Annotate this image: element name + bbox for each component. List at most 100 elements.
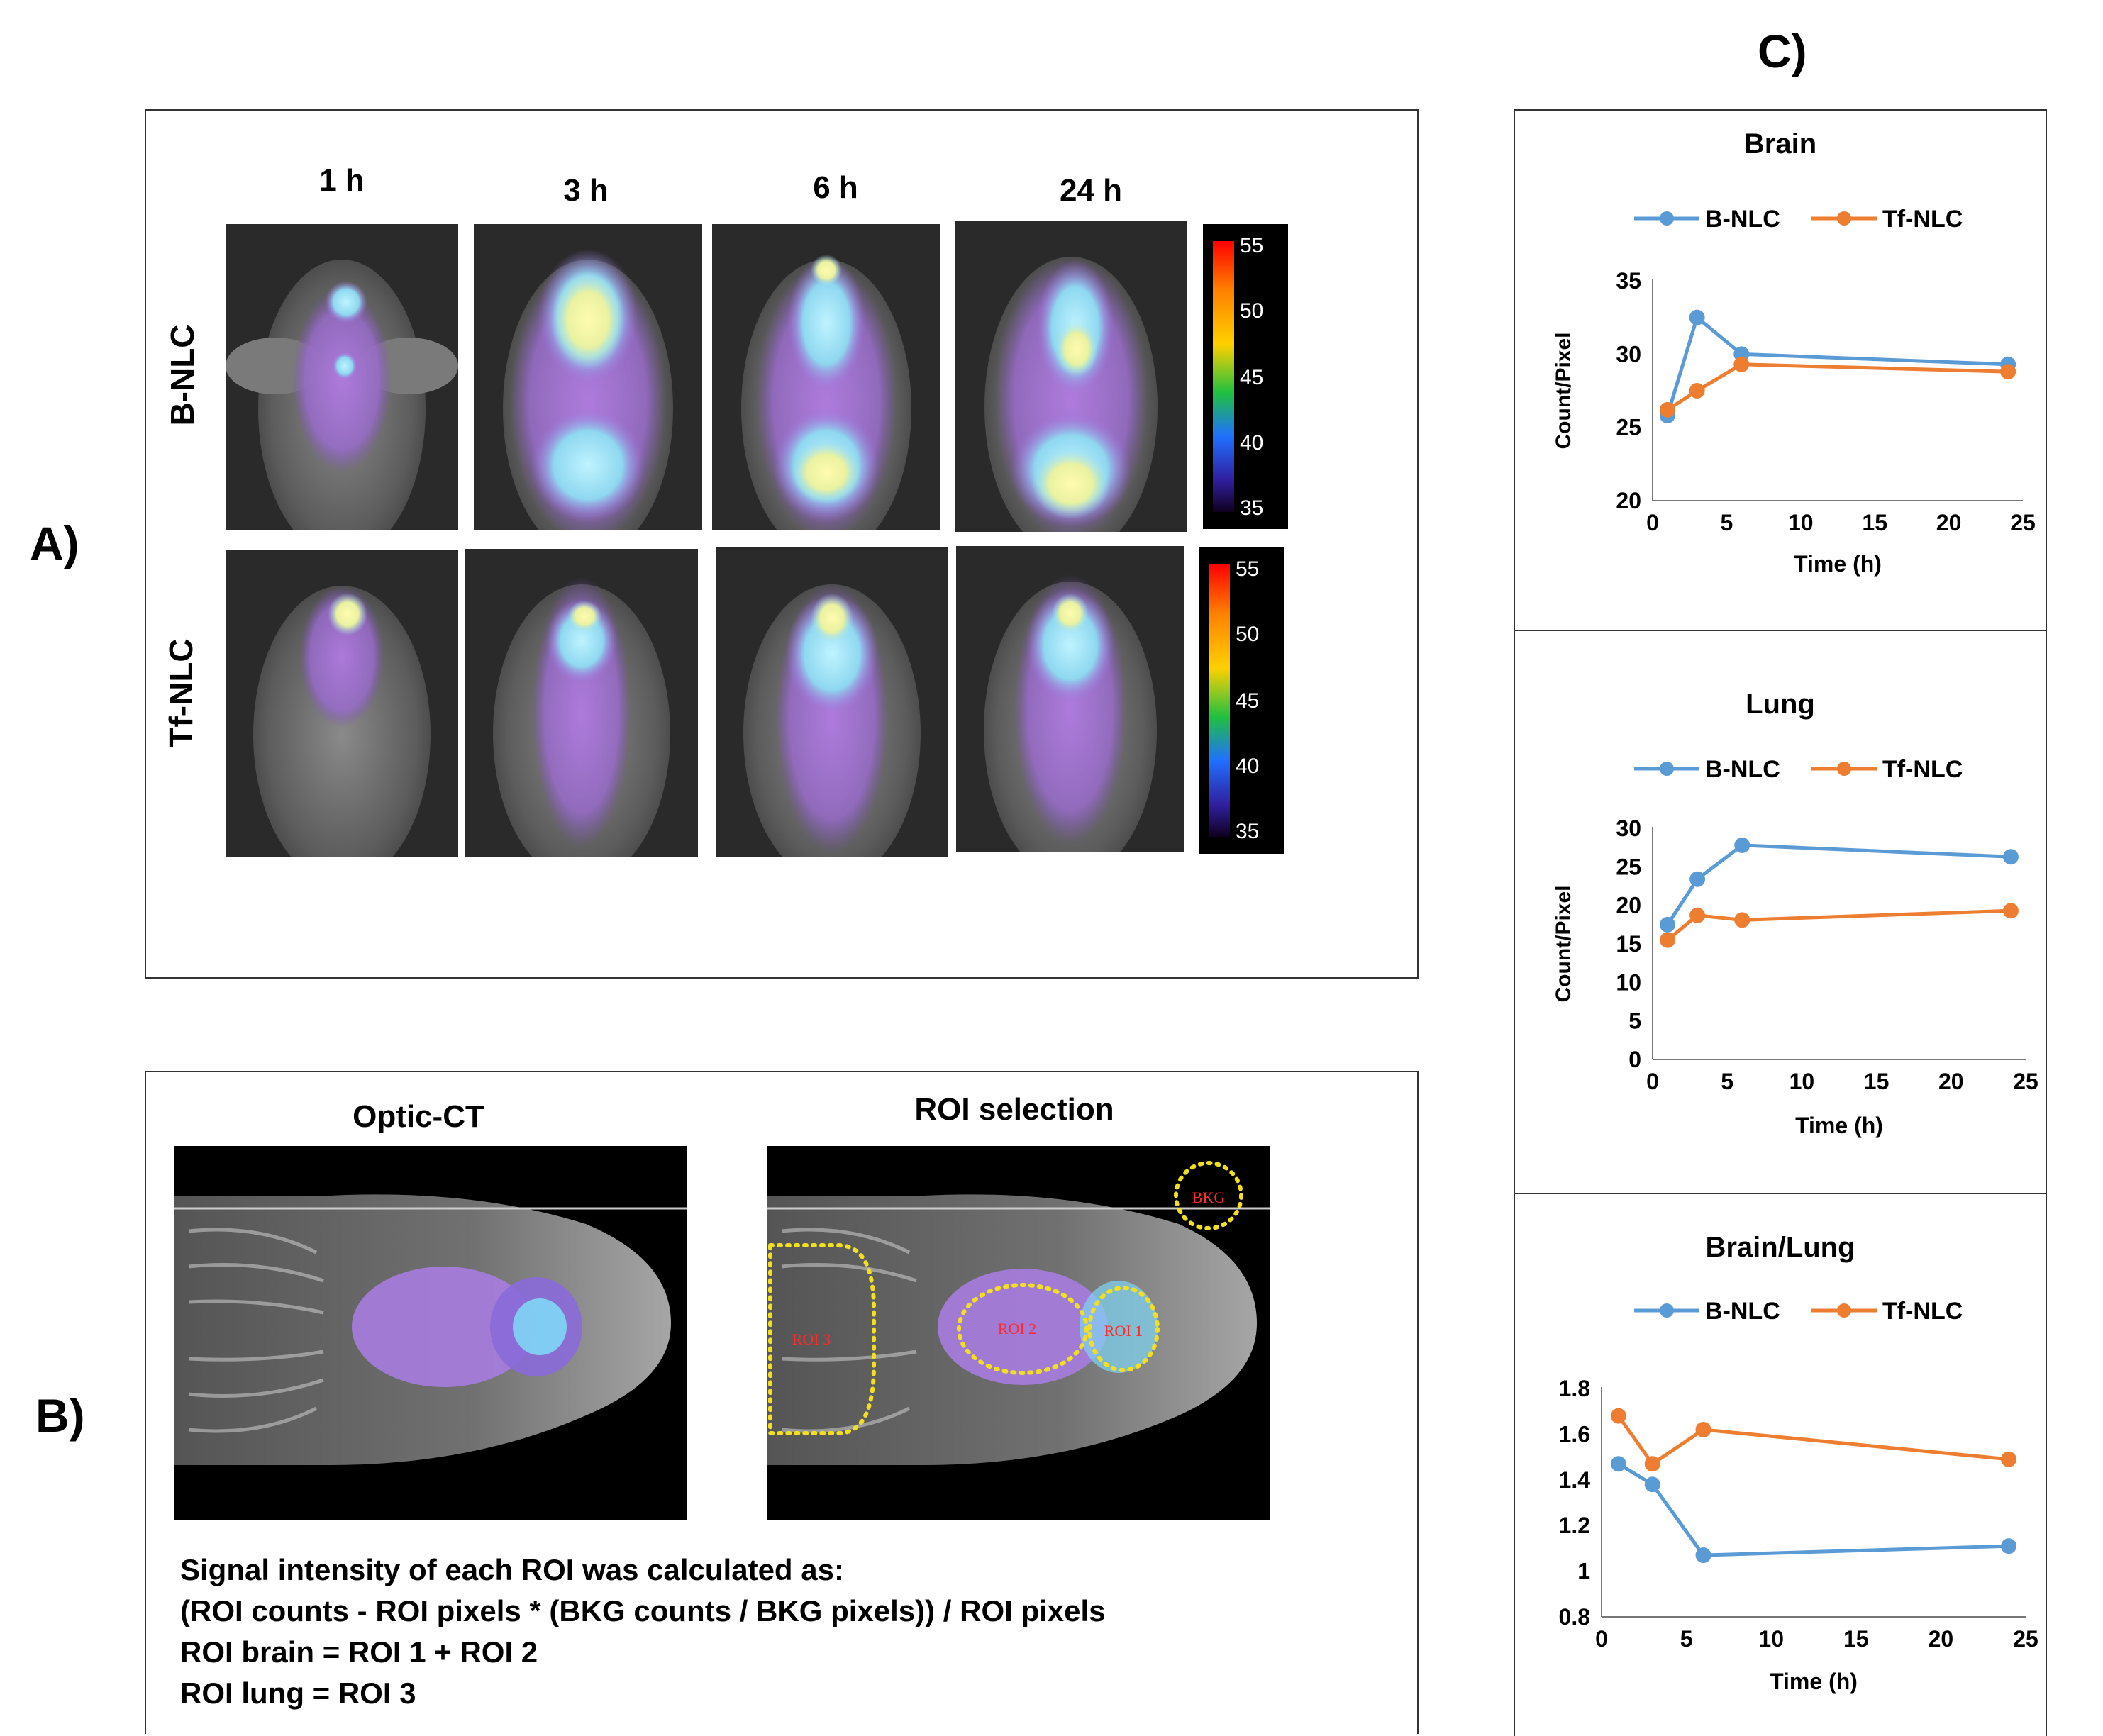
y-tick-label: 25 (1616, 415, 1641, 440)
data-point (1610, 1456, 1626, 1472)
x-axis-label: Time (h) (1770, 1669, 1858, 1694)
roi-selection-title: ROI selection (914, 1092, 1114, 1127)
y-tick-label: 0 (1628, 1047, 1641, 1072)
chart-lung: Lung B-NLC Tf-NLC 0 5 10 15 20 25 30 0 5 10 15 20 25 Tim… (1514, 630, 2047, 1194)
data-point (1644, 1476, 1660, 1493)
formula-line-2: (ROI counts - ROI pixels * (BKG counts /… (180, 1594, 1106, 1628)
x-tick-label: 20 (1938, 1069, 1964, 1094)
y-tick-label: 20 (1616, 488, 1641, 513)
colorbar-tf-nlc: 55 50 45 40 35 (1199, 547, 1284, 854)
y-tick-label: 35 (1616, 268, 1641, 294)
y-axis-label: Count/Pixel (1552, 885, 1575, 1002)
scan-tf-nlc-1h (226, 550, 458, 857)
chart-title: Brain/Lung (1705, 1232, 1855, 1263)
y-tick-label: 1 (1577, 1559, 1590, 1584)
data-point (1734, 837, 1750, 853)
panel-label-b: B) (35, 1389, 85, 1442)
time-label-6h: 6 h (813, 170, 858, 205)
data-point (1689, 383, 1705, 399)
data-point (1644, 1456, 1660, 1472)
bkg-outline (1174, 1161, 1243, 1230)
scan-tf-nlc-6h (716, 547, 948, 857)
x-axis-label: Time (h) (1794, 551, 1882, 577)
x-tick-label: 0 (1595, 1626, 1608, 1652)
panel-label-c: C) (1758, 25, 1807, 77)
formula-line-3: ROI brain = ROI 1 + ROI 2 (180, 1635, 538, 1669)
series-line-b-nlc (1665, 843, 2012, 926)
y-tick-label: 1.8 (1559, 1376, 1590, 1401)
data-point (1733, 356, 1750, 372)
data-point (1689, 907, 1706, 923)
scan-b-nlc-3h (474, 224, 702, 530)
chart-ratio-box (1514, 1193, 2047, 1736)
data-point (1695, 1421, 1711, 1437)
data-point (1689, 871, 1706, 887)
x-tick-label: 0 (1646, 510, 1659, 535)
colorbar-tick: 40 (1240, 431, 1264, 455)
roi-2-outline (957, 1283, 1089, 1375)
x-tick-label: 15 (1843, 1626, 1869, 1652)
chart-brain: Brain B-NLC Tf-NLC 20 25 30 35 0 5 10 15 20 25 Time (… (1514, 109, 2047, 631)
legend-label: B-NLC (1705, 756, 1780, 783)
formula-line-1: Signal intensity of each ROI was calcula… (180, 1553, 844, 1586)
optic-ct-title: Optic-CT (353, 1099, 484, 1134)
data-point (1660, 916, 1676, 933)
x-tick-label: 15 (1862, 510, 1887, 535)
formula-line-4: ROI lung = ROI 3 (180, 1676, 416, 1710)
colorbar-tick: 35 (1236, 820, 1260, 843)
x-tick-label: 25 (2010, 510, 2036, 535)
y-tick-label: 1.4 (1559, 1467, 1591, 1493)
series-line-tf-nlc (1666, 908, 2012, 942)
scan-b-nlc-1h (226, 224, 458, 530)
legend-label: B-NLC (1705, 206, 1780, 233)
y-tick-label: 10 (1616, 969, 1641, 995)
colorbar-tick: 55 (1240, 234, 1264, 257)
legend-label: Tf-NLC (1882, 206, 1963, 233)
legend-label: Tf-NLC (1882, 756, 1963, 783)
data-point (1695, 1547, 1711, 1564)
legend-marker (1660, 211, 1674, 226)
scan-tf-nlc-24h (956, 546, 1184, 852)
x-tick-label: 10 (1758, 1626, 1784, 1652)
colorbar-tick: 50 (1240, 299, 1264, 323)
time-label-3h: 3 h (563, 173, 609, 208)
colorbar-tick: 45 (1240, 366, 1264, 389)
time-label-24h: 24 h (1059, 173, 1123, 208)
data-point (1689, 309, 1705, 326)
y-tick-label: 0.8 (1559, 1604, 1590, 1630)
x-tick-label: 25 (2013, 1626, 2038, 1652)
series-line-tf-nlc (1666, 362, 2009, 411)
x-tick-label: 10 (1788, 510, 1814, 535)
colorbar-tick: 50 (1236, 623, 1260, 646)
y-tick-label: 1.2 (1559, 1513, 1590, 1538)
legend-label: Tf-NLC (1882, 1298, 1963, 1325)
legend-label: B-NLC (1705, 1298, 1780, 1325)
data-point (1660, 932, 1676, 948)
x-tick-label: 5 (1721, 510, 1733, 535)
y-axis-label: Count/Pixel (1552, 332, 1575, 449)
x-tick-label: 10 (1790, 1069, 1815, 1094)
roi-3-outline (768, 1243, 876, 1435)
formula-block: Signal intensity of each ROI was calcula… (180, 1549, 1414, 1714)
colorbar-tick: 35 (1240, 496, 1264, 520)
y-tick-label: 30 (1616, 816, 1641, 841)
roi-label-1: ROI 1 (1104, 1322, 1143, 1340)
data-point (2000, 364, 2016, 380)
chart-title: Brain (1744, 128, 1816, 160)
row-label-b-nlc: B-NLC (164, 324, 201, 426)
data-point (2001, 1451, 2017, 1467)
scan-tf-nlc-3h (465, 549, 698, 857)
x-axis-label: Time (h) (1795, 1113, 1883, 1138)
x-tick-label: 20 (1936, 510, 1962, 535)
legend-marker (1837, 1303, 1851, 1318)
data-point (2001, 1538, 2017, 1554)
roi-label-3: ROI 3 (792, 1330, 831, 1348)
x-tick-label: 5 (1721, 1069, 1733, 1094)
x-tick-label: 15 (1864, 1069, 1890, 1094)
data-point (1734, 912, 1750, 928)
data-point (2002, 849, 2019, 865)
y-tick-label: 1.6 (1559, 1421, 1590, 1447)
legend-marker (1660, 1303, 1674, 1318)
series-line-tf-nlc (1616, 1415, 2009, 1467)
colorbar-b-nlc: 55 50 45 40 35 (1203, 224, 1288, 529)
